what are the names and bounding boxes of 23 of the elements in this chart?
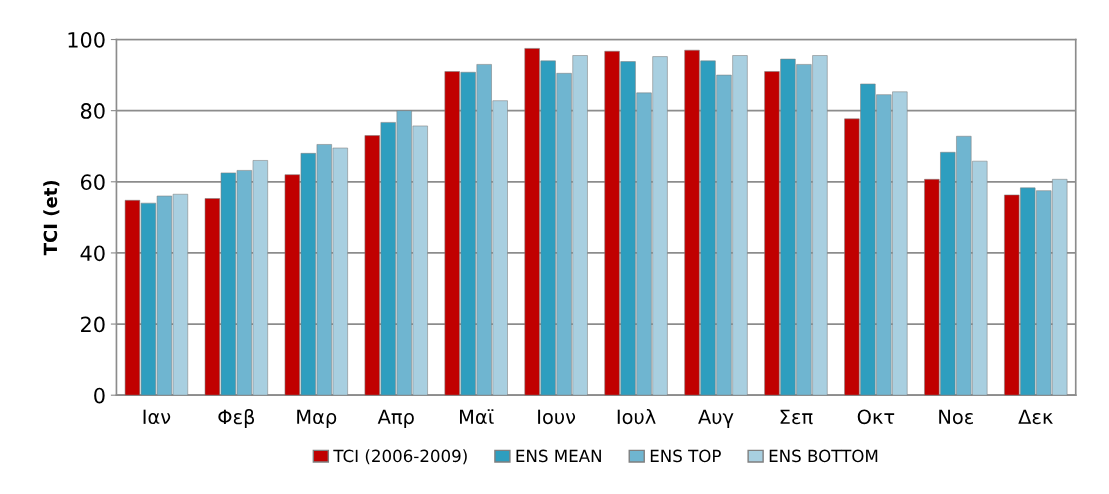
y-tick-label: 0 [94,387,105,404]
legend-label: ENS TOP [650,449,721,463]
x-tick-label: Δεκ [1018,409,1053,425]
y-tick-label: 40 [80,245,105,262]
x-tick-label: Αυγ [698,409,734,428]
x-tick-label: Απρ [377,409,414,428]
x-tick-label: Ιουλ [617,409,656,425]
x-tick-label: Σεπ [780,409,813,425]
legend-label: ENS MEAN [516,449,601,463]
y-tick-label: 80 [80,103,105,119]
y-tick-label: 60 [80,174,105,190]
y-tick-label: 20 [81,316,105,333]
x-tick-label: Ιουν [538,409,576,425]
legend-label: ENS BOTTOM [769,449,878,463]
legend-label: TCI (2006-2009) [333,449,467,465]
x-tick-label: Μαρ [297,409,337,428]
y-tick-label: 100 [68,31,105,48]
x-tick-label: Φεβ [218,409,255,429]
x-tick-label: Νοε [939,409,973,425]
x-tick-label: Μαϊ [460,409,494,425]
x-tick-label: Ιαν [143,409,171,425]
y-axis-title: TCI (et) [43,180,60,256]
x-tick-label: Οκτ [857,409,895,425]
